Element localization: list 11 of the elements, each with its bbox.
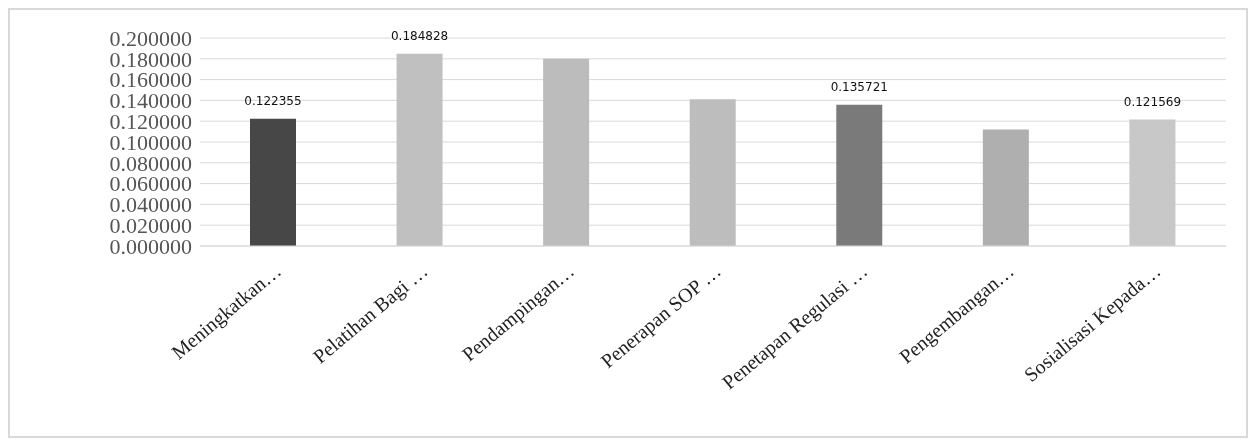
data-label: 0.122355 [244, 93, 302, 108]
bar [836, 104, 883, 246]
bar [250, 118, 296, 246]
bar [543, 58, 590, 246]
bar [1129, 119, 1176, 246]
bar [689, 99, 736, 246]
bar [396, 53, 443, 246]
data-label: 0.184828 [390, 28, 449, 43]
bar [982, 129, 1029, 246]
data-label: 0.121569 [1123, 94, 1182, 109]
data-label: 0.135721 [830, 79, 888, 94]
